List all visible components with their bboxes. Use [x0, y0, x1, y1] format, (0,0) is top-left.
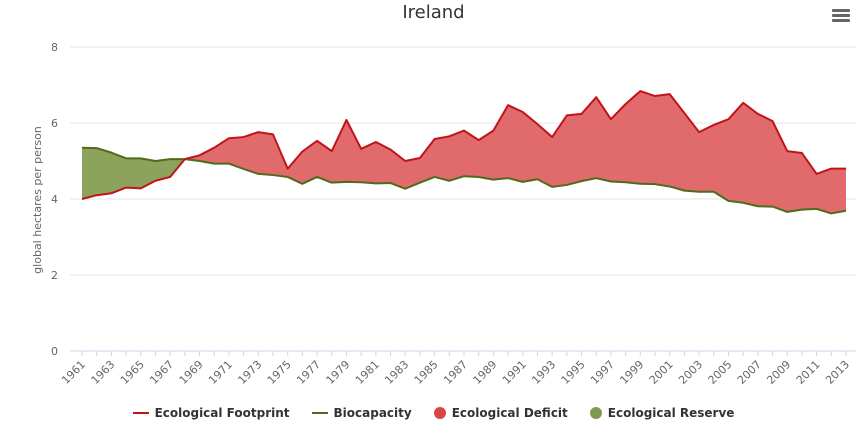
legend-item-biocapacity[interactable]: Biocapacity — [311, 406, 412, 420]
x-tick-label: 1963 — [89, 358, 118, 387]
x-tick-label: 1969 — [177, 358, 206, 387]
x-tick-label: 1985 — [412, 358, 441, 387]
x-tick-label: 1967 — [147, 358, 176, 387]
x-tick-label: 2001 — [647, 358, 676, 387]
x-tick-label: 1965 — [118, 358, 147, 387]
ecological-footprint-line — [81, 90, 846, 200]
y-tick-label: 8 — [51, 41, 58, 54]
biocapacity-line-swatch — [311, 412, 328, 414]
hamburger-menu-icon[interactable] — [832, 9, 850, 23]
legend-label: Ecological Footprint — [154, 406, 290, 420]
x-tick-label: 2009 — [764, 358, 793, 387]
footprint-line-swatch — [132, 412, 149, 414]
legend-label: Ecological Reserve — [607, 406, 735, 420]
x-tick-label: 2003 — [676, 358, 705, 387]
x-tick-label: 1979 — [324, 358, 353, 387]
y-tick-label: 6 — [51, 117, 58, 130]
x-tick-label: 1991 — [500, 358, 529, 387]
x-tick-label: 1995 — [559, 358, 588, 387]
x-tick-label: 1961 — [59, 358, 88, 387]
legend-label: Biocapacity — [333, 406, 412, 420]
x-tick-label: 2005 — [706, 358, 735, 387]
y-tick-label: 0 — [51, 345, 58, 358]
deficit-dot-swatch — [433, 407, 446, 419]
x-tick-label: 1989 — [471, 358, 500, 387]
chart-title: Ireland — [402, 2, 465, 23]
legend-item-reserve[interactable]: Ecological Reserve — [589, 406, 735, 420]
x-tick-label: 1997 — [588, 358, 617, 387]
y-axis-label: global hectares per person — [31, 126, 44, 274]
x-tick-label: 1971 — [206, 358, 235, 387]
legend-item-footprint[interactable]: Ecological Footprint — [132, 406, 290, 420]
y-tick-label: 2 — [51, 269, 58, 282]
x-tick-label: 1993 — [529, 358, 558, 387]
x-tick-label: 1981 — [353, 358, 382, 387]
x-tick-label: 2011 — [794, 358, 823, 387]
legend: Ecological Footprint Biocapacity Ecologi… — [0, 406, 867, 420]
x-tick-label: 1973 — [235, 358, 264, 387]
x-tick-label: 1977 — [294, 358, 323, 387]
x-tick-label: 1983 — [382, 358, 411, 387]
x-tick-label: 2013 — [823, 358, 852, 387]
biocapacity-line — [81, 146, 847, 215]
legend-item-deficit[interactable]: Ecological Deficit — [433, 406, 568, 420]
x-tick-label: 1975 — [265, 358, 294, 387]
ecological-deficit-area — [82, 91, 846, 214]
reserve-dot-swatch — [589, 407, 602, 419]
legend-label: Ecological Deficit — [451, 406, 568, 420]
x-tick-label: 1987 — [441, 358, 470, 387]
x-tick-label: 1999 — [617, 358, 646, 387]
x-tick-label: 2007 — [735, 358, 764, 387]
y-tick-label: 4 — [51, 193, 58, 206]
